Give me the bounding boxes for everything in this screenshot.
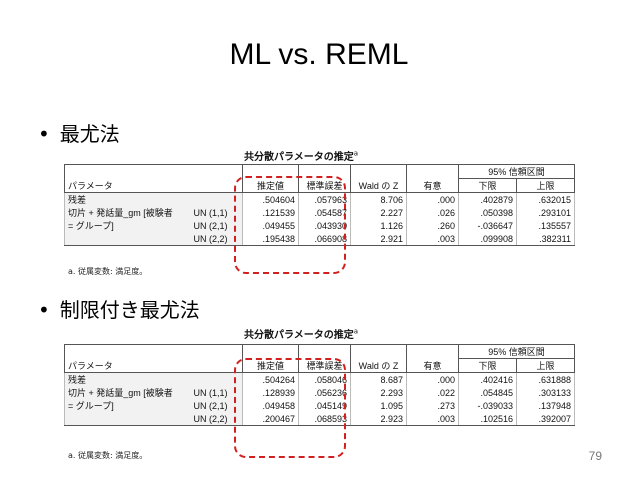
cell-significance: .000	[406, 192, 460, 206]
table-title-superscript: a	[353, 149, 358, 158]
cell-wald-z: 2.227	[350, 206, 408, 219]
row-param: = グループ]	[64, 399, 191, 412]
row-sub: UN (2,2)	[190, 232, 244, 246]
estimates-table-ml: パラメータ 推定値 標準誤差 Wald の Z 有意 95% 信頼区間 下限 上…	[63, 164, 576, 246]
row-sub: UN (1,1)	[190, 206, 244, 219]
table-row: UN (2,2) .200467 .068593 2.923 .003 .102…	[64, 412, 576, 426]
header-parameter: パラメータ	[63, 344, 244, 373]
slide-title: ML vs. REML	[229, 38, 409, 71]
row-param: 切片 + 発話量_gm [被験者	[64, 206, 191, 219]
cell-significance: .022	[406, 386, 460, 399]
row-param	[64, 412, 191, 426]
cell-significance: .003	[406, 412, 460, 426]
cell-wald-z: 8.706	[350, 192, 408, 206]
cell-upper: .303133	[516, 386, 576, 399]
row-param: = グループ]	[64, 219, 191, 232]
header-significance: 有意	[406, 344, 460, 373]
header-lower: 下限	[458, 178, 518, 193]
cell-lower: .054845	[458, 386, 518, 399]
cell-wald-z: 1.095	[350, 399, 408, 412]
bullet-ml: • 最尤法	[38, 118, 120, 147]
footnote-ml: a. 従属変数: 満足度。	[68, 267, 148, 276]
header-ci-group: 95% 信頼区間	[458, 344, 576, 359]
row-sub	[190, 372, 244, 386]
table-title-reml: 共分散パラメータの推定a	[244, 326, 358, 341]
highlight-box-ml	[234, 176, 346, 274]
table-row: 残差 .504604 .057963 8.706 .000 .402879 .6…	[64, 192, 576, 206]
cell-wald-z: 8.687	[350, 372, 408, 386]
table-row: 切片 + 発話量_gm [被験者 UN (1,1) .128939 .05623…	[64, 386, 576, 399]
page-number: 79	[588, 449, 602, 463]
cell-significance: .026	[406, 206, 460, 219]
footnote-reml: a. 従属変数: 満足度。	[68, 451, 148, 460]
row-sub: UN (2,1)	[190, 399, 244, 412]
cell-significance: .260	[406, 219, 460, 232]
cell-upper: .293101	[516, 206, 576, 219]
cell-upper: .135557	[516, 219, 576, 232]
cell-significance: .003	[406, 232, 460, 246]
header-upper: 上限	[516, 178, 576, 193]
header-parameter: パラメータ	[63, 164, 244, 193]
cell-lower: .402879	[458, 192, 518, 206]
table-row: UN (2,2) .195438 .066908 2.921 .003 .099…	[64, 232, 576, 246]
table-title-superscript: a	[353, 327, 358, 336]
cell-wald-z: 2.923	[350, 412, 408, 426]
table-title-text: 共分散パラメータの推定	[244, 330, 354, 341]
bullet-text: 制限付き最尤法	[59, 298, 200, 322]
cell-wald-z: 2.921	[350, 232, 408, 246]
header-wald-z: Wald の Z	[350, 164, 408, 193]
cell-lower: .102516	[458, 412, 518, 426]
bullet-marker: •	[38, 298, 50, 322]
cell-lower: .099908	[458, 232, 518, 246]
cell-upper: .632015	[516, 192, 576, 206]
table-row: = グループ] UN (2,1) .049455 .043930 1.126 .…	[64, 219, 576, 232]
row-param: 切片 + 発話量_gm [被験者	[64, 386, 191, 399]
table-row: 残差 .504264 .058046 8.687 .000 .402416 .6…	[64, 372, 576, 386]
cell-upper: .631888	[516, 372, 576, 386]
cell-wald-z: 1.126	[350, 219, 408, 232]
bullet-marker: •	[38, 122, 50, 146]
cell-upper: .392007	[516, 412, 576, 426]
cell-lower: -.036647	[458, 219, 518, 232]
cell-wald-z: 2.293	[350, 386, 408, 399]
cell-lower: .402416	[458, 372, 518, 386]
header-lower: 下限	[458, 358, 518, 373]
table-title-ml: 共分散パラメータの推定a	[244, 148, 358, 163]
row-param: 残差	[64, 372, 191, 386]
row-sub: UN (2,2)	[190, 412, 244, 426]
cell-significance: .273	[406, 399, 460, 412]
cell-lower: .050398	[458, 206, 518, 219]
bullet-reml: • 制限付き最尤法	[38, 294, 200, 323]
header-upper: 上限	[516, 358, 576, 373]
row-param: 残差	[64, 192, 191, 206]
row-sub: UN (1,1)	[190, 386, 244, 399]
table-title-text: 共分散パラメータの推定	[244, 152, 354, 163]
cell-lower: -.039033	[458, 399, 518, 412]
header-wald-z: Wald の Z	[350, 344, 408, 373]
highlight-box-reml	[234, 358, 346, 458]
cell-upper: .137948	[516, 399, 576, 412]
row-sub: UN (2,1)	[190, 219, 244, 232]
row-param	[64, 232, 191, 246]
bullet-text: 最尤法	[59, 122, 120, 146]
table-row: = グループ] UN (2,1) .049458 .045149 1.095 .…	[64, 399, 576, 412]
cell-upper: .382311	[516, 232, 576, 246]
cell-significance: .000	[406, 372, 460, 386]
header-significance: 有意	[406, 164, 460, 193]
header-ci-group: 95% 信頼区間	[458, 164, 576, 179]
row-sub	[190, 192, 244, 206]
estimates-table-reml: パラメータ 推定値 標準誤差 Wald の Z 有意 95% 信頼区間 下限 上…	[63, 344, 576, 426]
table-row: 切片 + 発話量_gm [被験者 UN (1,1) .121539 .05458…	[64, 206, 576, 219]
